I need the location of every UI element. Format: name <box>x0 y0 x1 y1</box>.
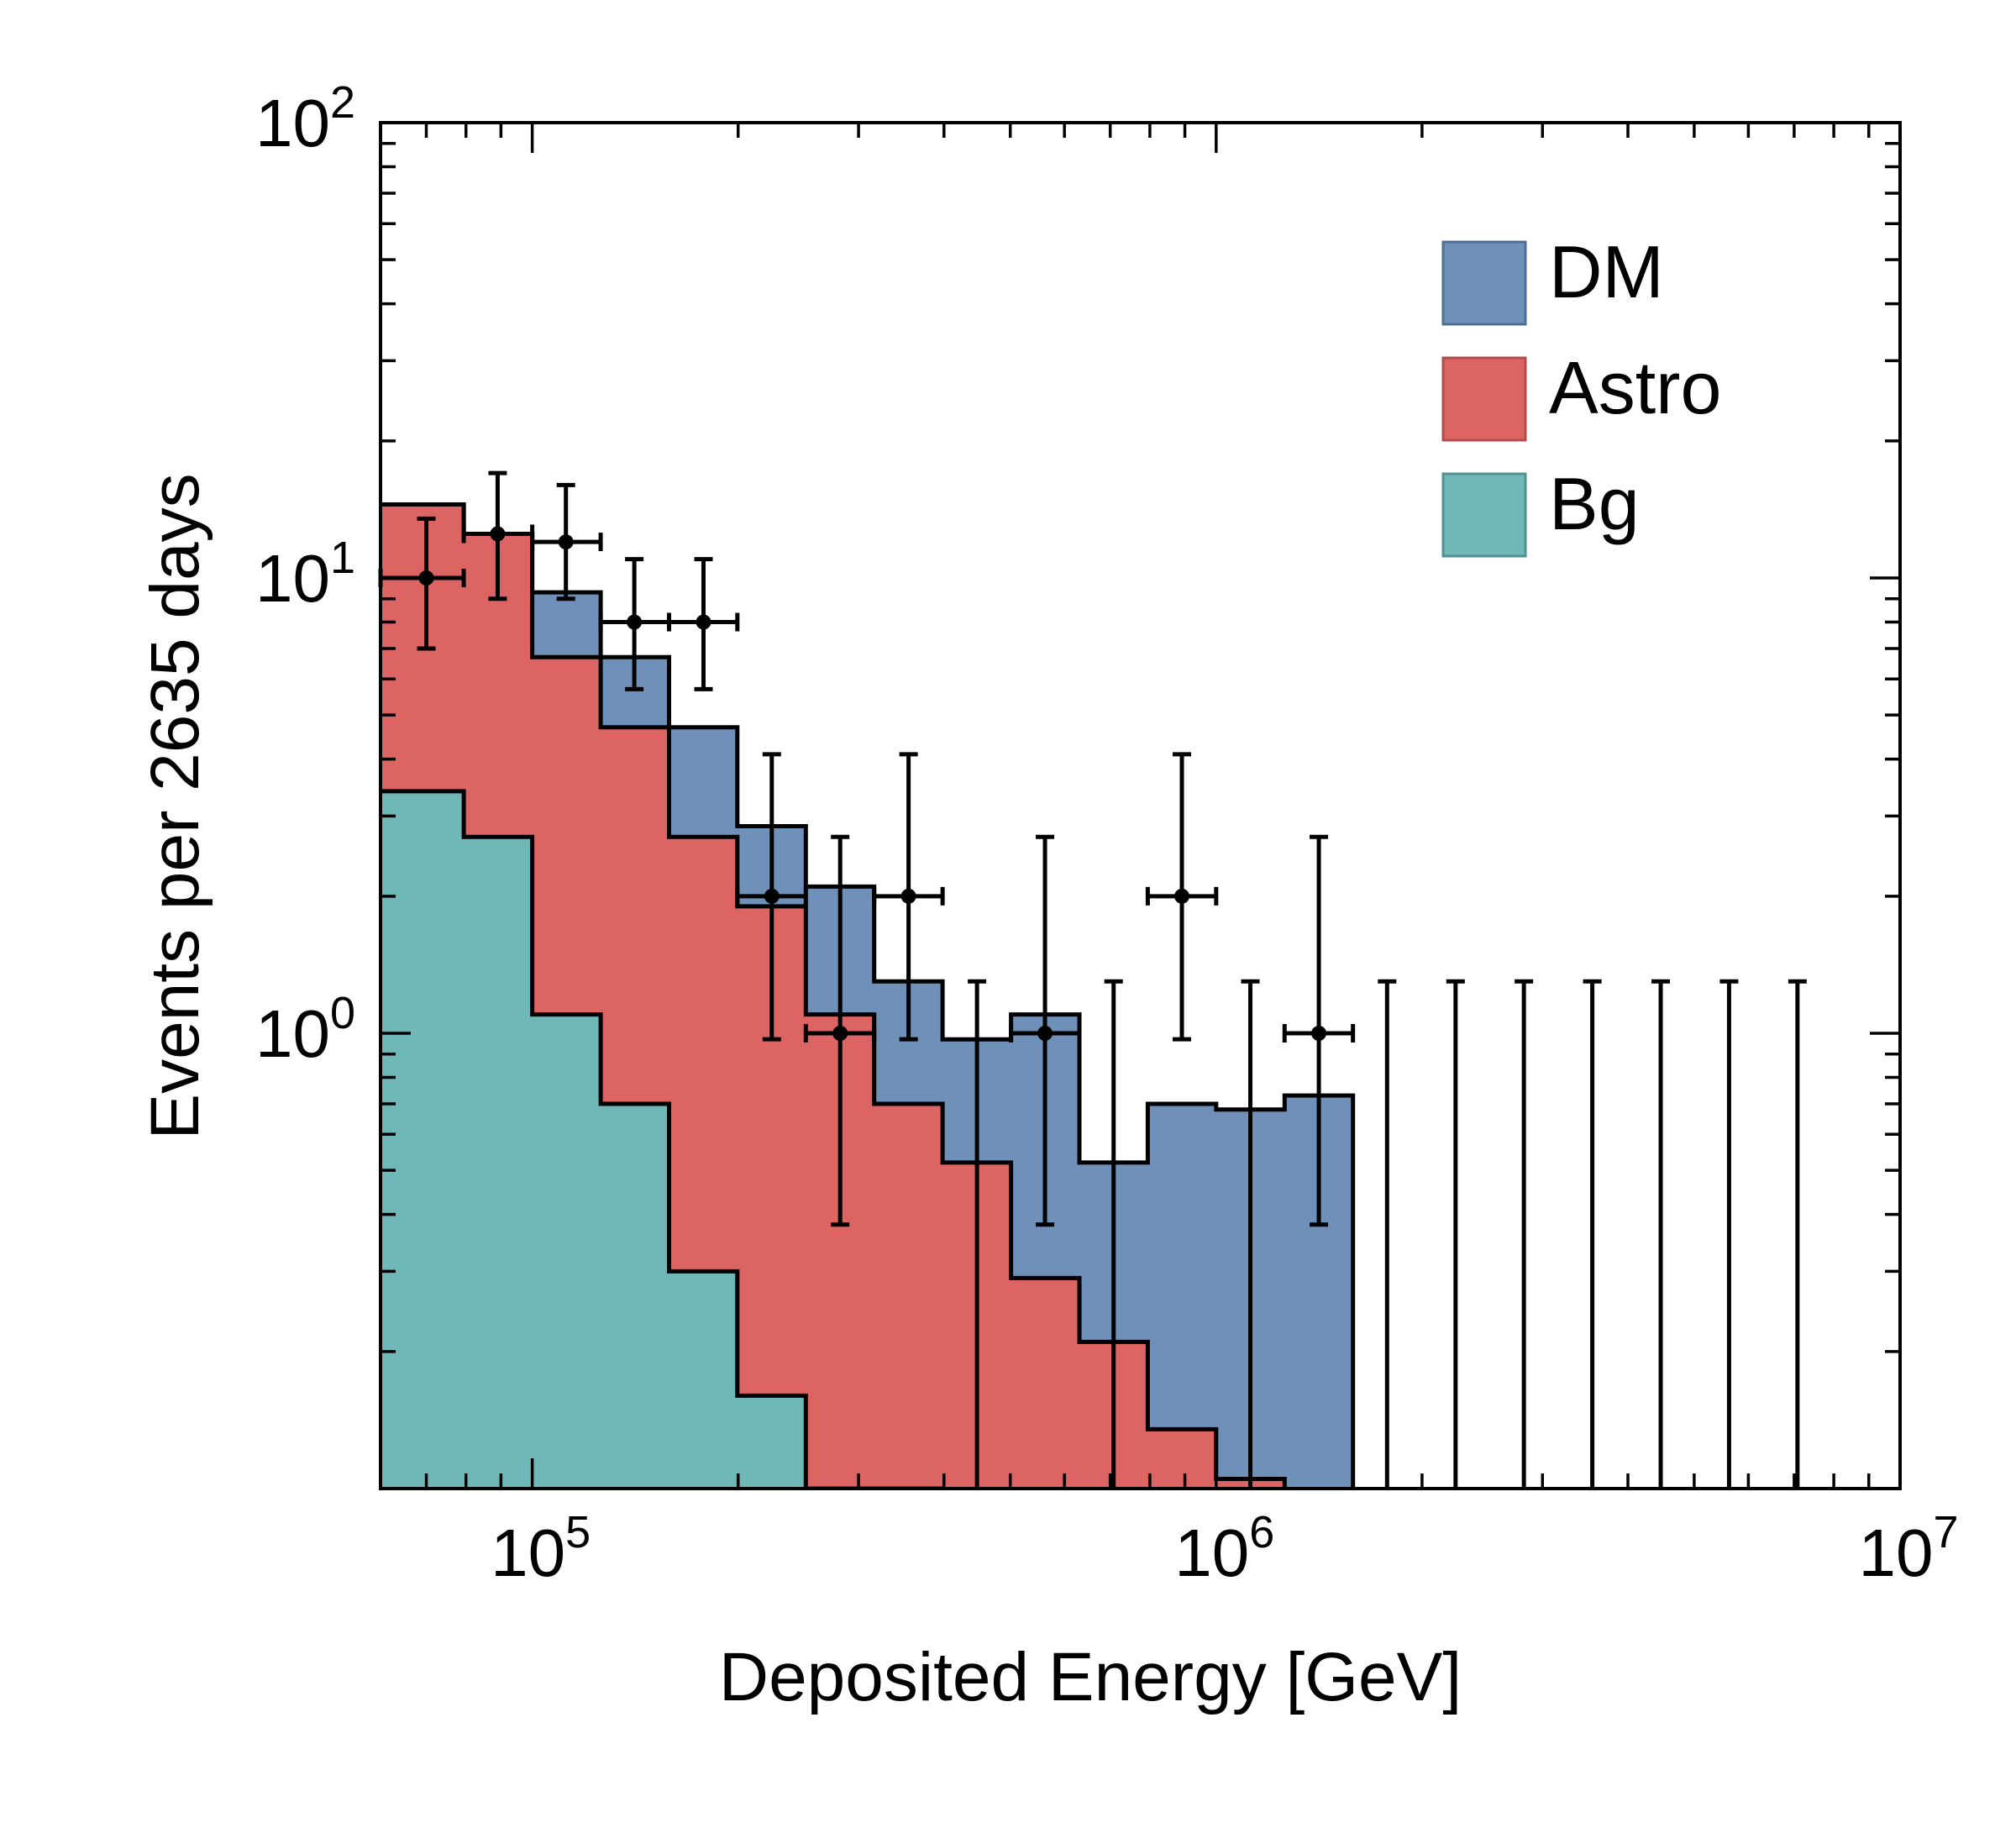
data-marker <box>1174 889 1189 904</box>
data-point-4 <box>669 559 737 690</box>
data-marker <box>1311 1026 1326 1041</box>
legend-swatch-bg <box>1443 474 1525 556</box>
y-tick-label-0-base: 10 <box>255 996 330 1071</box>
legend: DM Astro Bg <box>1443 230 1721 556</box>
y-tick-label-2: 102 <box>255 77 355 160</box>
y-tick-label-1-exponent: 1 <box>330 533 355 583</box>
x-tick-label-2: 107 <box>1858 1507 1958 1590</box>
data-point-17 <box>1583 981 1602 1489</box>
x-tick-label-2-base: 10 <box>1858 1515 1933 1590</box>
y-tick-label-2-exponent: 2 <box>330 77 355 128</box>
data-point-20 <box>1788 981 1807 1489</box>
data-marker <box>696 615 711 630</box>
x-tick-label-0-base: 10 <box>491 1515 565 1590</box>
data-point-11 <box>1147 754 1215 1039</box>
data-point-16 <box>1515 981 1533 1489</box>
legend-label-astro: Astro <box>1549 346 1721 429</box>
legend-swatch-astro <box>1443 358 1525 440</box>
data-marker <box>419 570 434 586</box>
y-tick-label-1: 101 <box>255 533 355 616</box>
data-point-14 <box>1378 981 1396 1489</box>
legend-label-dm: DM <box>1549 230 1664 313</box>
y-tick-label-1-base: 10 <box>255 541 330 616</box>
x-axis-title: Deposited Energy [GeV] <box>719 1639 1462 1715</box>
data-marker <box>1037 1026 1053 1041</box>
y-axis-title: Events per 2635 days <box>137 473 213 1139</box>
x-tick-label-2-exponent: 7 <box>1933 1507 1958 1557</box>
x-tick-label-0: 105 <box>491 1507 591 1590</box>
y-tick-label-0: 100 <box>255 988 355 1071</box>
data-marker <box>490 526 505 541</box>
data-marker <box>627 615 642 630</box>
x-tick-label-0-exponent: 5 <box>565 1507 591 1557</box>
y-tick-label-2-base: 10 <box>255 86 330 160</box>
data-point-19 <box>1719 981 1738 1489</box>
y-tick-label-0-exponent: 0 <box>330 988 355 1038</box>
legend-swatch-dm <box>1443 242 1525 324</box>
x-tick-label-1-base: 10 <box>1174 1515 1249 1590</box>
x-tick-label-1: 106 <box>1174 1507 1274 1590</box>
data-point-2 <box>533 485 601 598</box>
histogram-fills <box>381 505 1353 1489</box>
chart-svg: 105 106 107100101102 Deposited Energy [GeV… <box>0 0 2016 1833</box>
data-marker <box>832 1026 848 1041</box>
data-point-15 <box>1446 981 1465 1489</box>
data-marker <box>901 889 916 904</box>
data-marker <box>559 534 574 549</box>
legend-label-bg: Bg <box>1549 462 1640 545</box>
data-point-18 <box>1651 981 1670 1489</box>
data-marker <box>764 889 780 904</box>
x-tick-label-1-exponent: 6 <box>1249 1507 1274 1557</box>
